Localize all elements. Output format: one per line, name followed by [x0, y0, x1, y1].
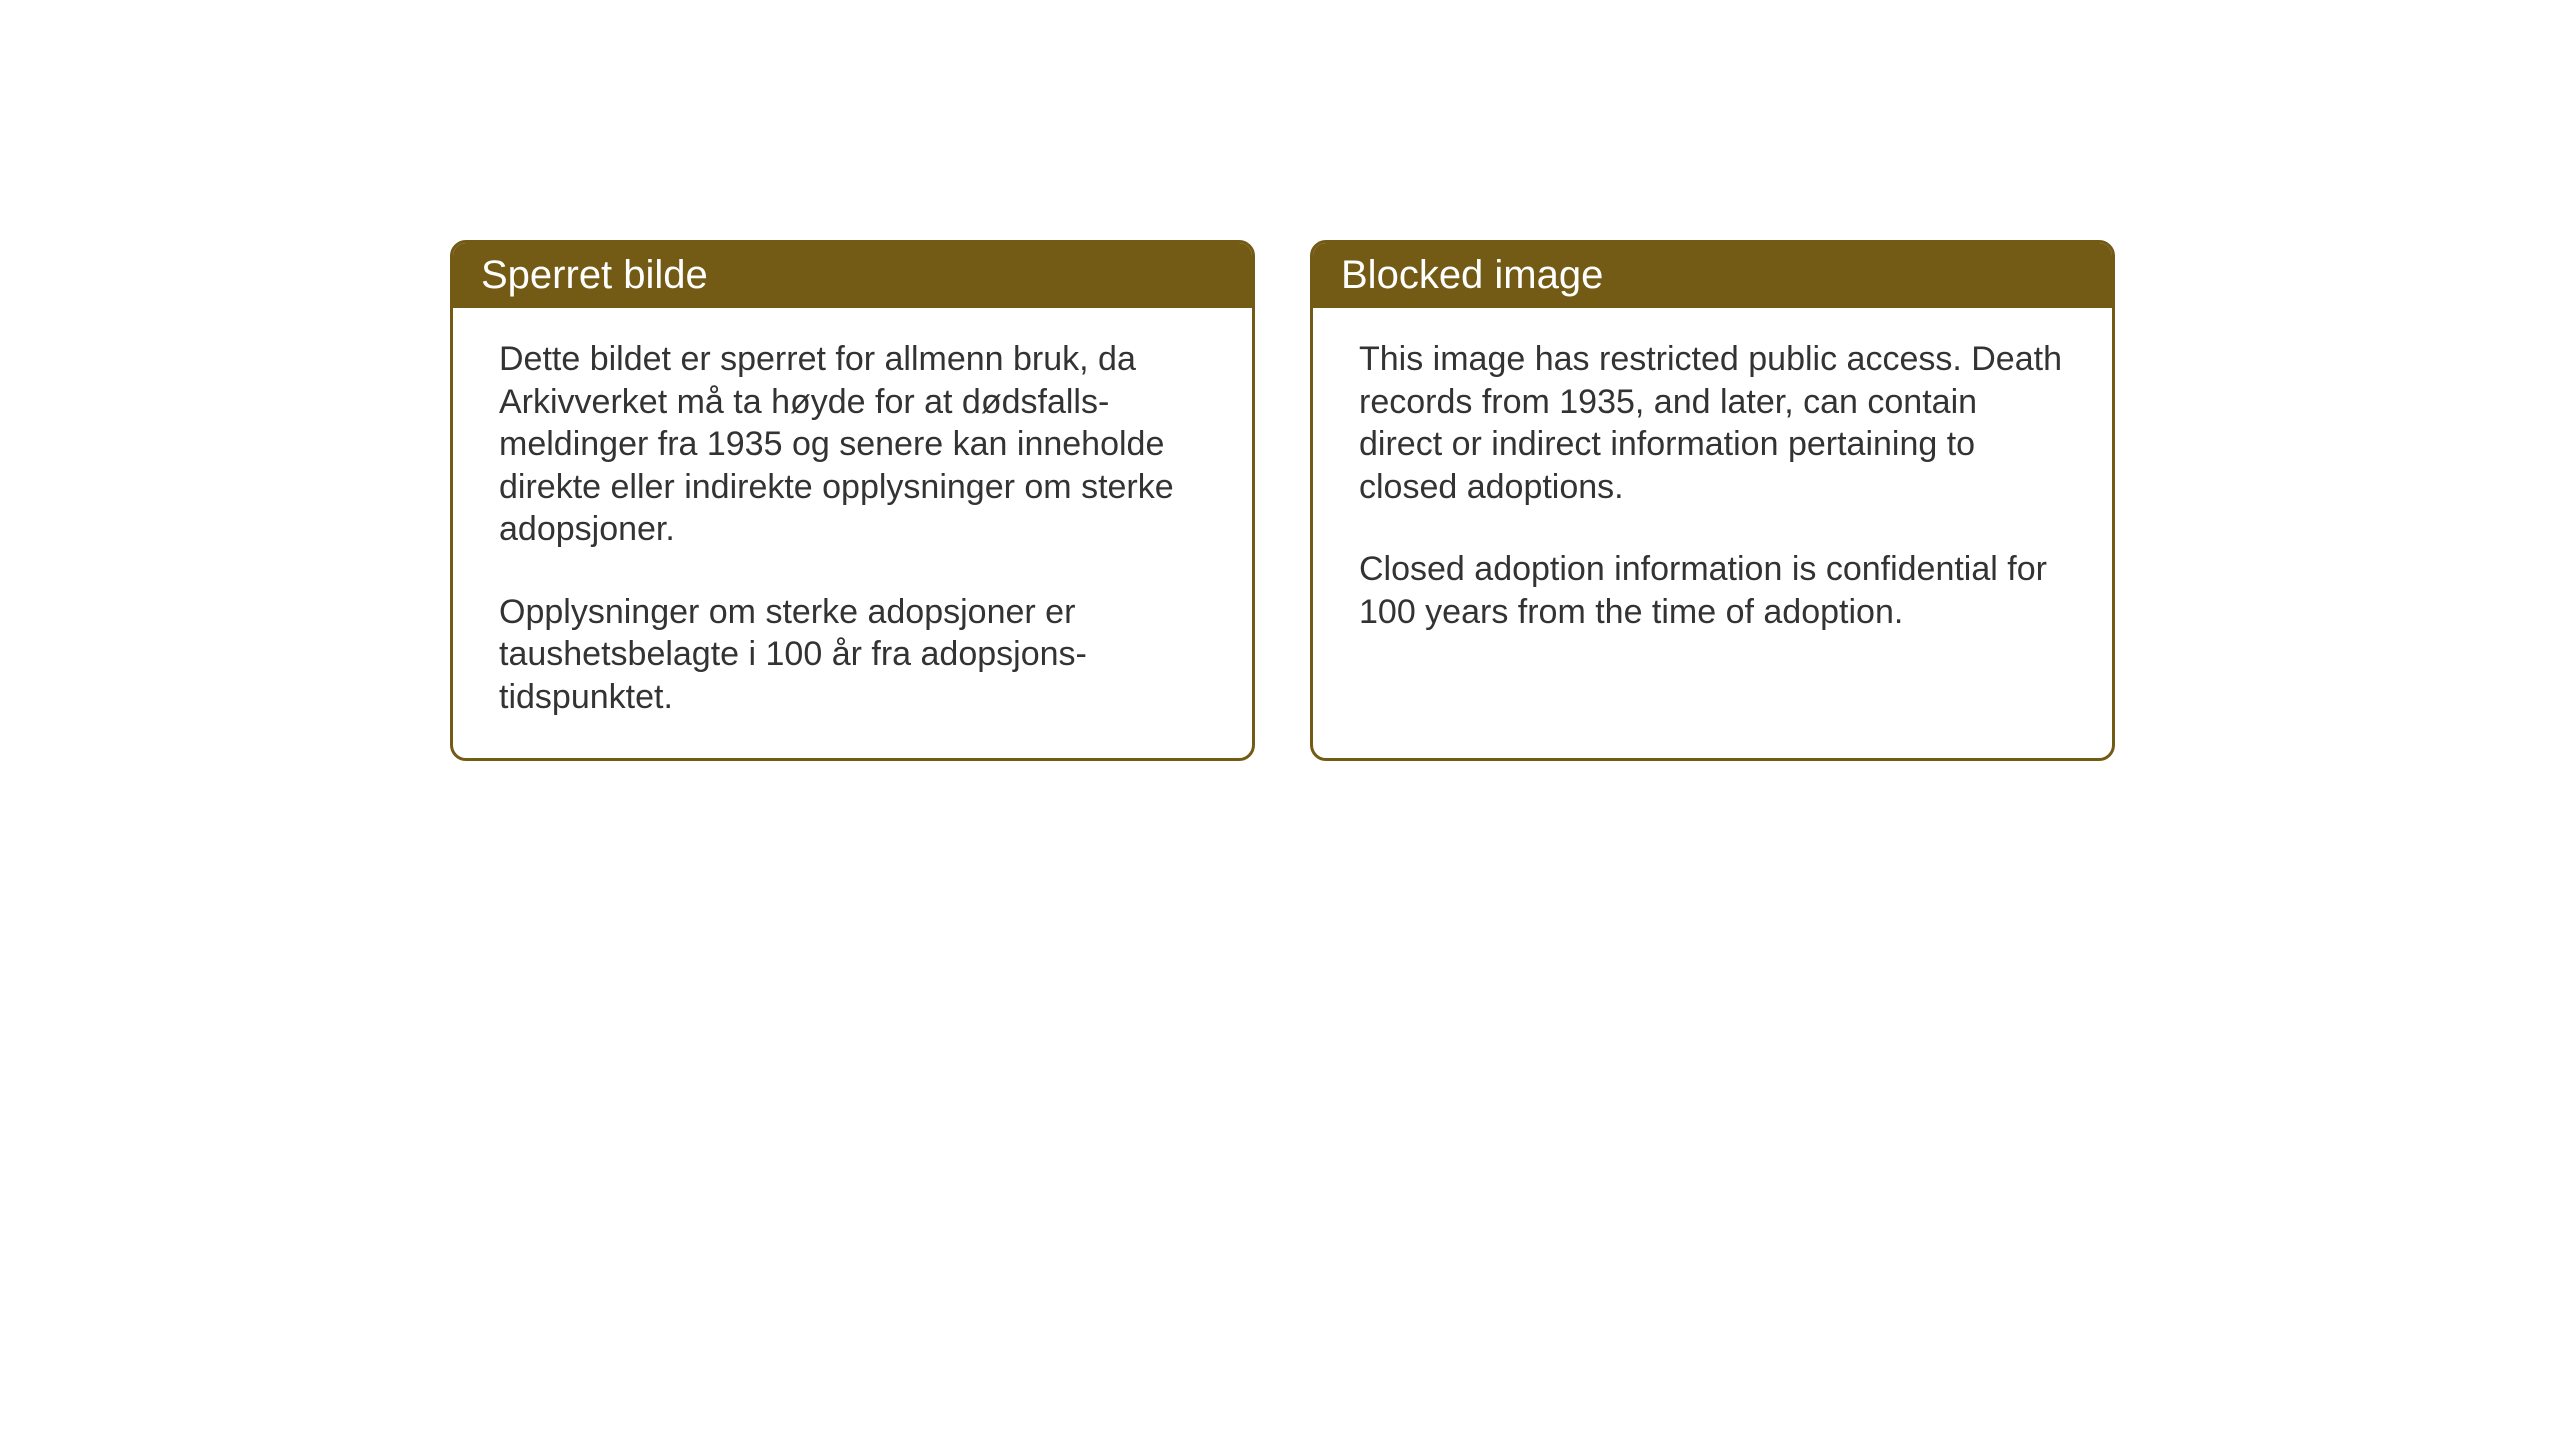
notice-body-english: This image has restricted public access.…	[1313, 308, 2112, 748]
notice-paragraph-1-norwegian: Dette bildet er sperret for allmenn bruk…	[499, 338, 1206, 551]
notice-paragraph-2-norwegian: Opplysninger om sterke adopsjoner er tau…	[499, 591, 1206, 719]
notice-paragraph-1-english: This image has restricted public access.…	[1359, 338, 2066, 508]
notice-body-norwegian: Dette bildet er sperret for allmenn bruk…	[453, 308, 1252, 758]
notice-title-english: Blocked image	[1341, 253, 1603, 297]
notice-paragraph-2-english: Closed adoption information is confident…	[1359, 548, 2066, 633]
notice-header-norwegian: Sperret bilde	[453, 243, 1252, 308]
notice-title-norwegian: Sperret bilde	[481, 253, 708, 297]
notice-box-english: Blocked image This image has restricted …	[1310, 240, 2115, 761]
notice-box-norwegian: Sperret bilde Dette bildet er sperret fo…	[450, 240, 1255, 761]
notice-header-english: Blocked image	[1313, 243, 2112, 308]
notice-container: Sperret bilde Dette bildet er sperret fo…	[0, 0, 2560, 761]
